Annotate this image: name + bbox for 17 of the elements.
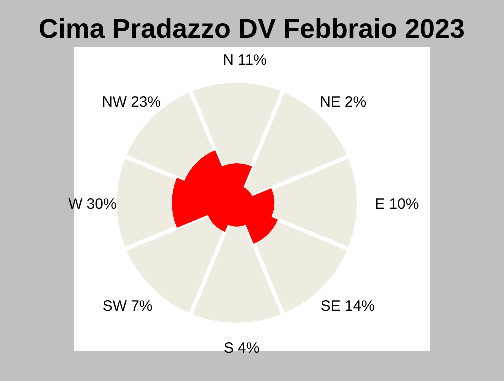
category-label: SW bbox=[102, 298, 128, 315]
text: Cima Pradazzo DV Febbraio 2023 bbox=[38, 14, 466, 44]
category-label: NW bbox=[102, 94, 128, 112]
category-label: W bbox=[68, 196, 84, 213]
data-label: 11% bbox=[238, 52, 267, 69]
data-label: 2% bbox=[344, 94, 367, 112]
data-label: 23% bbox=[131, 94, 162, 112]
category-label: E bbox=[375, 196, 386, 213]
data-label: 10% bbox=[389, 196, 420, 213]
category-label: NE bbox=[320, 94, 341, 112]
data-label: 30% bbox=[86, 196, 117, 213]
category-label: S bbox=[224, 340, 234, 357]
data-label: 4% bbox=[238, 340, 260, 357]
data-label: 7% bbox=[131, 298, 153, 315]
category-label: N bbox=[223, 52, 234, 69]
data-label: 14% bbox=[344, 298, 375, 315]
category-label: SE bbox=[320, 298, 341, 315]
